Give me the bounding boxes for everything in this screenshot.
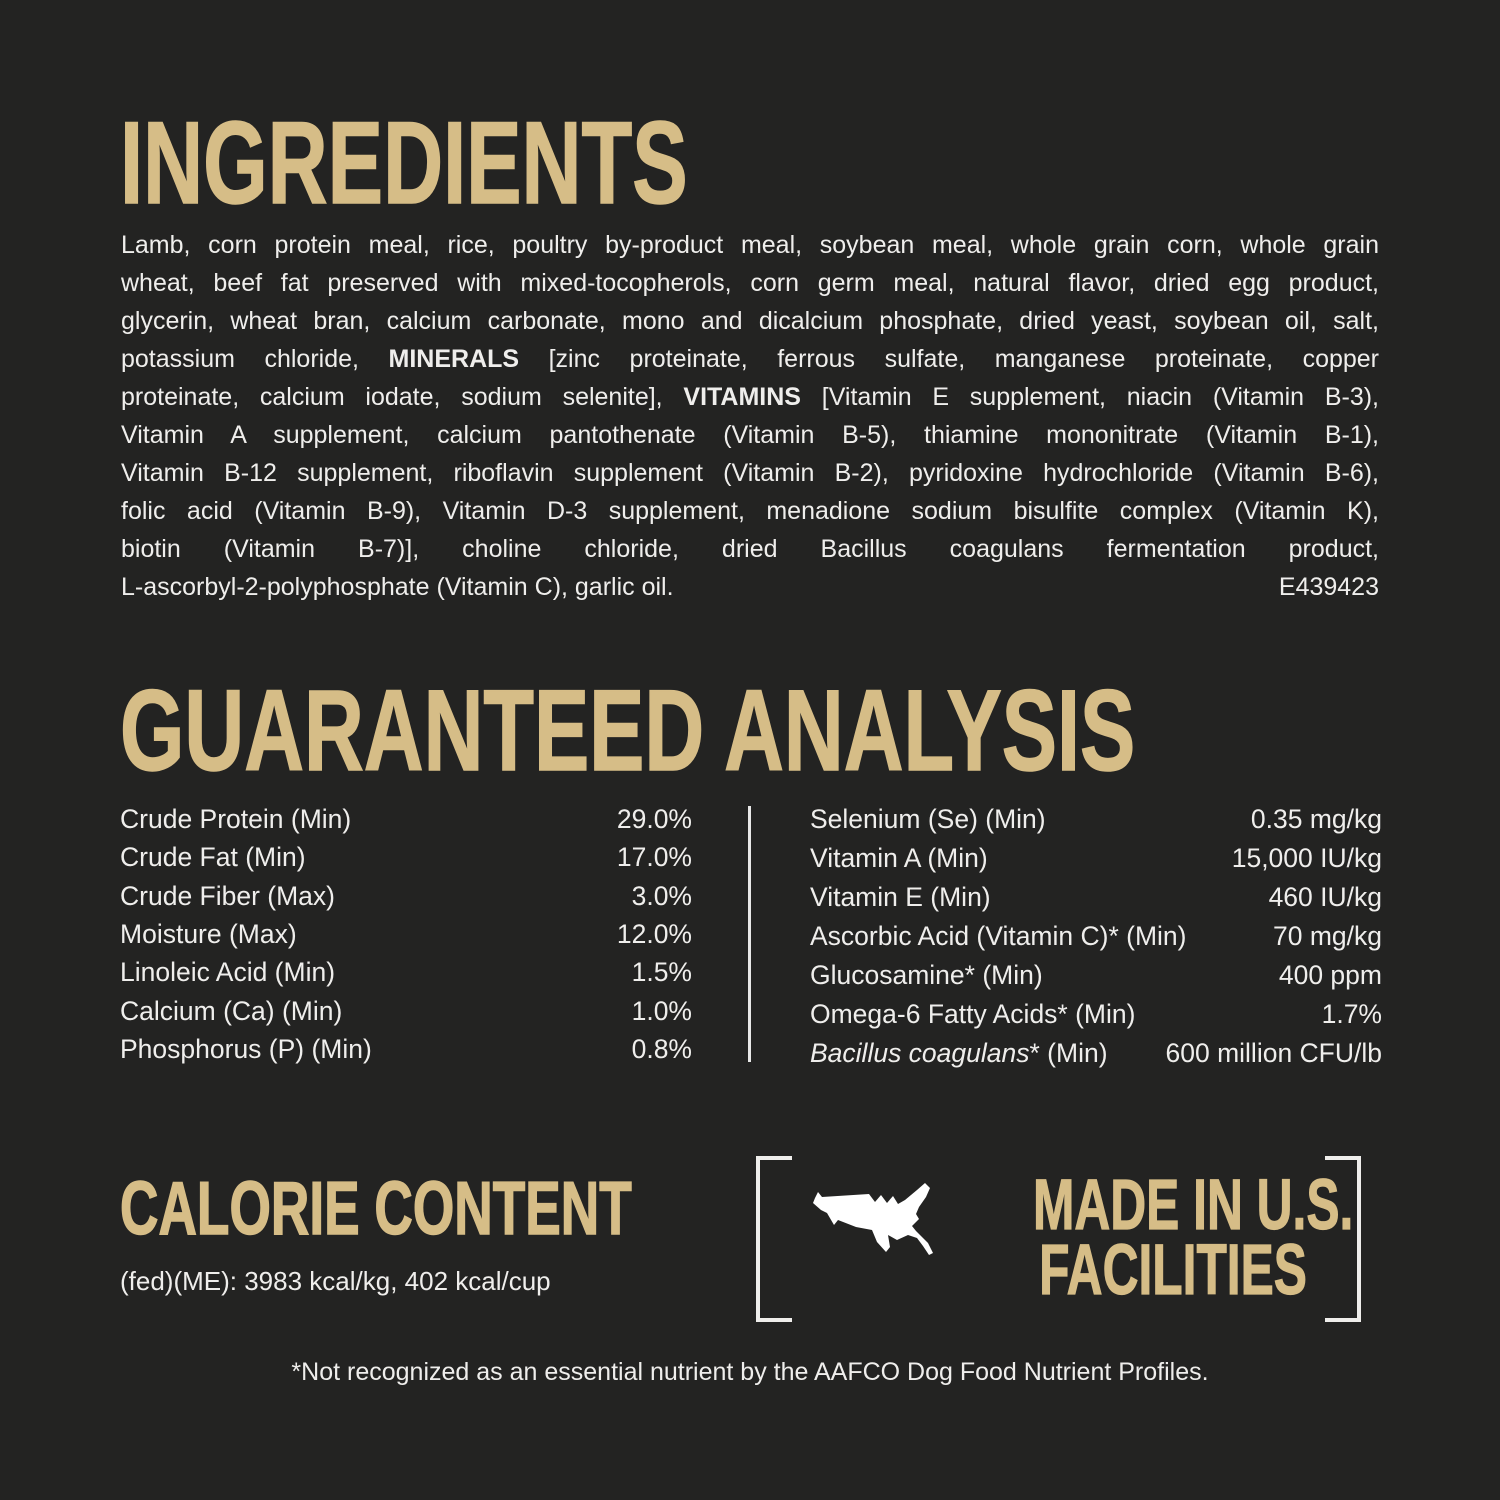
ingredients-last-line-text: L-ascorbyl-2-polyphosphate (Vitamin C), … — [121, 573, 674, 601]
analysis-row-value: 1.5% — [631, 957, 692, 988]
analysis-row-value: 0.8% — [631, 1033, 692, 1064]
analysis-row-value: 15,000 IU/kg — [1231, 843, 1382, 873]
analysis-row-label: Crude Fiber (Max) — [120, 880, 335, 911]
analysis-table-left: Crude Protein (Min) 29.0% Crude Fat (Min) 1… — [120, 804, 692, 1064]
analysis-row-label: Linoleic Acid (Min) — [120, 957, 336, 988]
calorie-content-heading: CALORIE CONTENT — [119, 1166, 632, 1250]
analysis-row-value: 600 million CFU/lb — [1165, 1038, 1383, 1068]
analysis-row-value: 12.0% — [616, 918, 692, 949]
analysis-column-divider — [748, 806, 751, 1062]
analysis-row-label: Phosphorus (P) (Min) — [120, 1033, 372, 1064]
calorie-content-value: (fed)(ME): 3983 kcal/kg, 402 kcal/cup — [120, 1266, 551, 1296]
analysis-row-label: Crude Protein (Min) — [120, 804, 352, 834]
ingredients-paragraph: Lamb, corn protein meal, rice, poultry b… — [121, 231, 1380, 563]
analysis-row-label: Ascorbic Acid (Vitamin C)* (Min) — [810, 921, 1187, 951]
analysis-row: Vitamin E (Min) 460 IU/kg — [810, 882, 1382, 912]
analysis-row-label: Calcium (Ca) (Min) — [120, 995, 343, 1026]
analysis-row: Linoleic Acid (Min) 1.5% — [120, 957, 692, 987]
analysis-row: Selenium (Se) (Min) 0.35 mg/kg — [810, 804, 1382, 834]
analysis-row: Ascorbic Acid (Vitamin C)* (Min) 70 mg/kg — [810, 921, 1382, 951]
analysis-row: Omega-6 Fatty Acids* (Min) 1.7% — [810, 999, 1382, 1029]
analysis-row-value: 400 ppm — [1278, 960, 1382, 990]
analysis-row-label: Vitamin E (Min) — [810, 882, 991, 912]
analysis-row: Calcium (Ca) (Min) 1.0% — [120, 996, 692, 1026]
analysis-row: Crude Protein (Min) 29.0% — [120, 804, 692, 834]
guaranteed-analysis-heading: GUARANTEED ANALYSIS — [119, 667, 1136, 795]
analysis-row: Crude Fat (Min) 17.0% — [120, 842, 692, 872]
analysis-row: Vitamin A (Min) 15,000 IU/kg — [810, 843, 1382, 873]
analysis-table-right: Selenium (Se) (Min) 0.35 mg/kg Vitamin A (… — [810, 804, 1382, 1068]
analysis-row: Bacillus coagulans* (Min) 600 million CFU… — [810, 1038, 1382, 1068]
ingredients-code: E439423 — [1278, 573, 1379, 601]
analysis-row-value: 17.0% — [616, 842, 692, 873]
aafco-footnote: *Not recognized as an essential nutrient… — [291, 1358, 1209, 1386]
ingredients-last-line: L-ascorbyl-2-polyphosphate (Vitamin C), … — [121, 568, 1379, 606]
analysis-row-label: Crude Fat (Min) — [120, 842, 306, 873]
analysis-row-value: 70 mg/kg — [1272, 921, 1382, 951]
made-in-us-line1: MADE IN U.S. — [1033, 1166, 1354, 1245]
analysis-row: Glucosamine* (Min) 400 ppm — [810, 960, 1382, 990]
made-in-us-line2: FACILITIES — [1039, 1231, 1308, 1310]
analysis-row-value: 29.0% — [616, 804, 692, 834]
analysis-row-value: 3.0% — [631, 880, 692, 911]
analysis-row-label: Glucosamine* (Min) — [810, 960, 1043, 990]
analysis-row-label: Selenium (Se) (Min) — [810, 804, 1046, 834]
ingredients-heading: INGREDIENTS — [119, 97, 688, 228]
analysis-row: Moisture (Max) 12.0% — [120, 919, 692, 949]
usa-map-icon — [813, 1183, 933, 1255]
left-bracket — [756, 1156, 792, 1322]
analysis-row: Crude Fiber (Max) 3.0% — [120, 881, 692, 911]
analysis-row-value: 0.35 mg/kg — [1250, 804, 1382, 834]
analysis-row-value: 1.0% — [631, 995, 692, 1026]
analysis-row-label: Omega-6 Fatty Acids* (Min) — [810, 999, 1136, 1029]
analysis-row-label: Bacillus coagulans* (Min) — [810, 1038, 1108, 1068]
analysis-row-label: Vitamin A (Min) — [810, 843, 988, 873]
analysis-row-value: 460 IU/kg — [1268, 882, 1382, 912]
analysis-row: Phosphorus (P) (Min) 0.8% — [120, 1034, 692, 1064]
analysis-row-value: 1.7% — [1321, 999, 1382, 1029]
right-bracket — [1325, 1156, 1361, 1322]
analysis-row-label: Moisture (Max) — [120, 918, 297, 949]
